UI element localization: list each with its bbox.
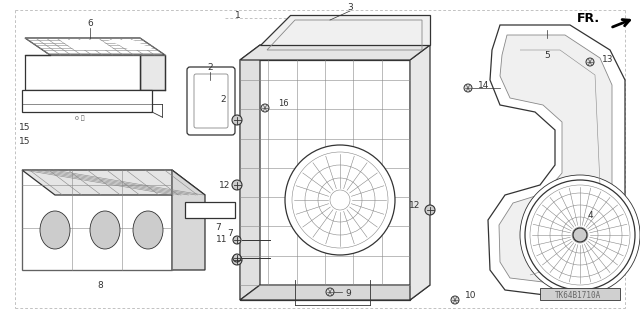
- Text: 6: 6: [87, 19, 93, 28]
- Text: 8: 8: [97, 281, 103, 291]
- Bar: [25, 55, 140, 90]
- Ellipse shape: [133, 211, 163, 249]
- Circle shape: [233, 236, 241, 244]
- Circle shape: [326, 288, 334, 296]
- Ellipse shape: [40, 211, 70, 249]
- Text: 12: 12: [220, 181, 230, 189]
- Circle shape: [233, 254, 241, 262]
- Text: 9: 9: [345, 290, 351, 299]
- Polygon shape: [488, 25, 625, 295]
- Text: 14: 14: [478, 80, 490, 90]
- Polygon shape: [499, 35, 612, 282]
- Text: 7: 7: [227, 229, 233, 239]
- Text: TK64B1710A: TK64B1710A: [555, 291, 601, 300]
- Text: 13: 13: [602, 56, 614, 64]
- Text: 7: 7: [215, 224, 221, 233]
- Polygon shape: [240, 45, 260, 300]
- Text: 16: 16: [278, 99, 289, 108]
- Text: 0 ㎝: 0 ㎝: [75, 115, 85, 121]
- Text: 12: 12: [410, 201, 420, 210]
- Text: 4: 4: [587, 211, 593, 219]
- Polygon shape: [22, 170, 205, 195]
- Polygon shape: [140, 55, 165, 90]
- Polygon shape: [240, 285, 430, 300]
- Circle shape: [573, 228, 587, 242]
- Polygon shape: [410, 45, 430, 300]
- Circle shape: [451, 296, 459, 304]
- Circle shape: [232, 115, 242, 125]
- Polygon shape: [260, 15, 430, 45]
- Circle shape: [425, 205, 435, 215]
- Text: 15: 15: [19, 137, 31, 146]
- Circle shape: [232, 180, 242, 190]
- Polygon shape: [108, 40, 155, 50]
- Text: 2: 2: [207, 63, 213, 72]
- Bar: [240, 60, 410, 300]
- Circle shape: [285, 145, 395, 255]
- Bar: [22, 170, 172, 270]
- Text: 3: 3: [347, 4, 353, 12]
- Polygon shape: [240, 45, 430, 60]
- FancyBboxPatch shape: [194, 74, 228, 128]
- FancyBboxPatch shape: [187, 67, 235, 135]
- Polygon shape: [25, 38, 165, 55]
- Circle shape: [261, 104, 269, 112]
- Bar: [22, 90, 152, 112]
- Circle shape: [520, 175, 640, 295]
- Circle shape: [586, 58, 594, 66]
- Circle shape: [232, 255, 242, 265]
- Text: 2: 2: [220, 95, 226, 105]
- Polygon shape: [60, 40, 115, 50]
- Circle shape: [525, 180, 635, 290]
- Text: 1: 1: [235, 11, 241, 19]
- Text: 5: 5: [544, 50, 550, 60]
- Text: 10: 10: [465, 292, 477, 300]
- Text: 15: 15: [19, 123, 31, 132]
- Bar: [540, 288, 620, 300]
- Text: FR.: FR.: [577, 11, 600, 25]
- Polygon shape: [172, 170, 205, 270]
- Circle shape: [464, 84, 472, 92]
- Bar: [185, 202, 235, 218]
- Ellipse shape: [90, 211, 120, 249]
- Text: 11: 11: [216, 235, 228, 244]
